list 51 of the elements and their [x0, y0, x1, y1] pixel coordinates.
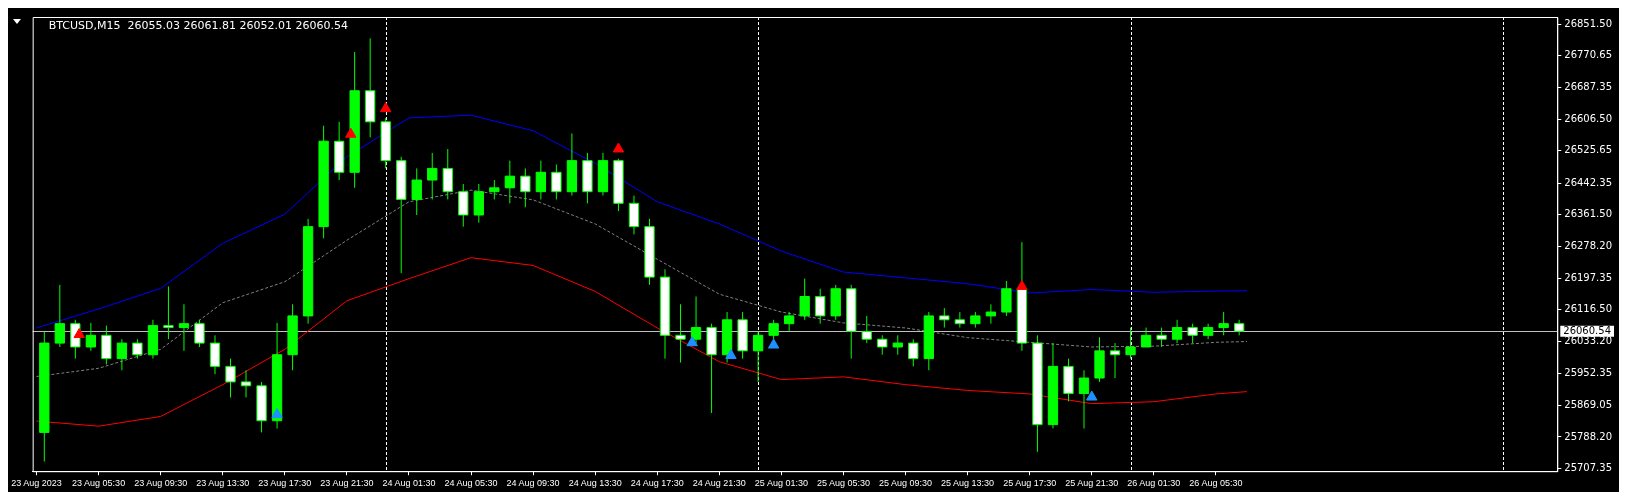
line-series: [36, 189, 1248, 377]
x-tick-label: 23 Aug 09:30: [134, 478, 188, 489]
point: [271, 408, 283, 419]
point: [1086, 390, 1098, 401]
y-tick-label: 26033.20: [1564, 335, 1612, 347]
point: [73, 328, 85, 339]
y-tick-label: 26361.50: [1564, 208, 1612, 219]
chart-title: BTCUSD,M15 26055.03 26061.81 26052.01 26060.54: [48, 18, 348, 32]
x-tick-label: 25 Aug 09:30: [879, 478, 933, 489]
y-tick-label: 25707.35: [1564, 461, 1612, 473]
point: [725, 349, 737, 360]
y-tick-label: 26278.20: [1564, 240, 1612, 252]
y-tick-label: 26851.50: [1564, 17, 1612, 29]
point: [686, 336, 698, 347]
y-tick-label: 25952.35: [1564, 366, 1612, 378]
point: [380, 102, 392, 113]
x-tick-label: 24 Aug 17:30: [630, 478, 684, 489]
point: [767, 338, 780, 349]
candlestick: [1187, 323, 1198, 344]
x-tick-label: 26 Aug 05:30: [1189, 478, 1243, 489]
point: [1016, 279, 1028, 290]
candlestick: [1001, 280, 1012, 317]
y-tick-label: 26116.50: [1564, 303, 1612, 315]
point: [345, 127, 357, 138]
x-tick-label: 24 Aug 09:30: [506, 478, 560, 489]
x-tick-label: 24 Aug 21:30: [692, 478, 746, 489]
x-tick-label: 23 Aug 05:30: [72, 478, 126, 489]
x-tick-label: 25 Aug 17:30: [1003, 478, 1057, 489]
ref-line-label: 26060.54: [1563, 324, 1611, 336]
y-tick-label: 26770.65: [1564, 49, 1612, 61]
y-tick-label: 25869.05: [1564, 399, 1612, 411]
x-tick-label: 23 Aug 13:30: [196, 478, 250, 489]
x-tick-label: 24 Aug 01:30: [382, 478, 436, 489]
y-tick-label: 26442.35: [1564, 176, 1612, 188]
x-tick-label: 24 Aug 13:30: [568, 478, 622, 489]
y-tick-label: 25788.20: [1564, 430, 1612, 442]
x-tick-label: 25 Aug 05:30: [816, 478, 870, 489]
y-tick-label: 26606.50: [1564, 112, 1612, 124]
y-tick-label: 26197.35: [1564, 271, 1612, 283]
x-tick-label: 25 Aug 13:30: [941, 478, 995, 489]
x-tick-label: 23 Aug 17:30: [258, 478, 312, 489]
candlestick: [194, 319, 205, 348]
x-tick-label: 25 Aug 21:30: [1065, 478, 1119, 489]
x-tick-label: 23 Aug 21:30: [320, 478, 374, 489]
point: [612, 142, 625, 153]
y-tick-label: 26525.65: [1564, 144, 1612, 156]
x-tick-label: 26 Aug 01:30: [1127, 478, 1181, 489]
x-tick-label: 25 Aug 01:30: [754, 478, 808, 489]
x-tick-label: 24 Aug 05:30: [444, 478, 498, 489]
y-tick-label: 26687.35: [1564, 81, 1612, 93]
x-tick-label: 23 Aug 2023: [11, 478, 62, 489]
